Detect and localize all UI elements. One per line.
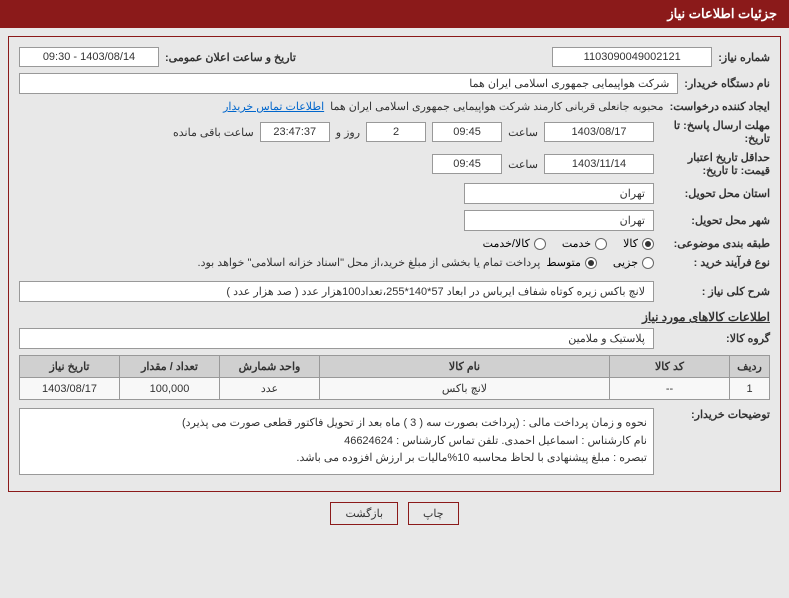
time-label-1: ساعت	[508, 126, 538, 139]
radio-medium[interactable]: متوسط	[546, 256, 597, 269]
th-name: نام کالا	[320, 356, 610, 378]
deadline-label: مهلت ارسال پاسخ: تا تاریخ:	[660, 119, 770, 145]
city-label: شهر محل تحویل:	[660, 214, 770, 227]
panel-header: جزئیات اطلاعات نیاز	[0, 0, 789, 28]
deadline-time: 09:45	[432, 122, 502, 142]
table-row: 1--لانچ باکسعدد100,0001403/08/17	[20, 378, 770, 400]
group-label: گروه کالا:	[660, 332, 770, 345]
table-cell: 100,000	[120, 378, 220, 400]
buyer-value: شرکت هواپیمایی جمهوری اسلامی ایران هما	[19, 73, 678, 94]
validity-time: 09:45	[432, 154, 502, 174]
radio-both-label: کالا/خدمت	[483, 237, 530, 250]
table-cell: 1403/08/17	[20, 378, 120, 400]
announce-value: 1403/08/14 - 09:30	[19, 47, 159, 67]
buyer-notes-line2: نام کارشناس : اسماعیل احمدی. تلفن تماس ک…	[26, 433, 647, 451]
group-value: پلاستیک و ملامین	[19, 328, 654, 349]
th-date: تاریخ نیاز	[20, 356, 120, 378]
province-label: استان محل تحویل:	[660, 187, 770, 200]
category-label: طبقه بندی موضوعی:	[660, 237, 770, 250]
days-remaining: 2	[366, 122, 426, 142]
buyer-label: نام دستگاه خریدار:	[684, 77, 770, 90]
th-unit: واحد شمارش	[220, 356, 320, 378]
announce-label: تاریخ و ساعت اعلان عمومی:	[165, 51, 296, 64]
province-value: تهران	[464, 183, 654, 204]
radio-partial-label: جزیی	[613, 256, 638, 269]
radio-circle-icon	[585, 257, 597, 269]
back-button[interactable]: بازگشت	[330, 502, 398, 525]
radio-goods-label: کالا	[623, 237, 638, 250]
summary-value: لانچ باکس زیره کوتاه شفاف ایرباس در ابعا…	[19, 281, 654, 302]
buyer-notes-label: توضیحات خریدار:	[670, 408, 770, 421]
countdown-time: 23:47:37	[260, 122, 330, 142]
need-no-label: شماره نیاز:	[718, 51, 770, 64]
table-header-row: ردیف کد کالا نام کالا واحد شمارش تعداد /…	[20, 356, 770, 378]
table-cell: عدد	[220, 378, 320, 400]
items-section-title: اطلاعات کالاهای مورد نیاز	[19, 310, 770, 324]
radio-medium-label: متوسط	[546, 256, 581, 269]
th-qty: تعداد / مقدار	[120, 356, 220, 378]
requester-label: ایجاد کننده درخواست:	[670, 100, 770, 113]
process-note: پرداخت تمام یا بخشی از مبلغ خرید،از محل …	[198, 256, 541, 269]
th-row: ردیف	[730, 356, 770, 378]
requester-value: محبوبه جانعلی قربانی کارمند شرکت هواپیما…	[330, 100, 663, 113]
validity-date: 1403/11/14	[544, 154, 654, 174]
radio-circle-icon	[534, 238, 546, 250]
time-label-2: ساعت	[508, 158, 538, 171]
button-row: چاپ بازگشت	[0, 502, 789, 525]
contact-link[interactable]: اطلاعات تماس خریدار	[223, 100, 324, 113]
need-no-value: 1103090049002121	[552, 47, 712, 67]
radio-service-label: خدمت	[562, 237, 591, 250]
items-table: ردیف کد کالا نام کالا واحد شمارش تعداد /…	[19, 355, 770, 400]
table-cell: لانچ باکس	[320, 378, 610, 400]
deadline-date: 1403/08/17	[544, 122, 654, 142]
table-cell: --	[610, 378, 730, 400]
city-value: تهران	[464, 210, 654, 231]
category-radio-group: کالا خدمت کالا/خدمت	[483, 237, 654, 250]
buyer-notes-line1: نحوه و زمان پرداخت مالی : (پرداخت بصورت …	[26, 415, 647, 433]
remain-label: ساعت باقی مانده	[173, 126, 254, 139]
details-panel: شماره نیاز: 1103090049002121 تاریخ و ساع…	[8, 36, 781, 492]
summary-label: شرح کلی نیاز :	[660, 285, 770, 298]
radio-circle-icon	[642, 257, 654, 269]
radio-service[interactable]: خدمت	[562, 237, 607, 250]
days-label: روز و	[336, 126, 360, 139]
radio-both[interactable]: کالا/خدمت	[483, 237, 546, 250]
table-cell: 1	[730, 378, 770, 400]
th-code: کد کالا	[610, 356, 730, 378]
buyer-notes-box: نحوه و زمان پرداخت مالی : (پرداخت بصورت …	[19, 408, 654, 475]
radio-partial[interactable]: جزیی	[613, 256, 654, 269]
process-radio-group: جزیی متوسط	[546, 256, 654, 269]
radio-circle-icon	[595, 238, 607, 250]
print-button[interactable]: چاپ	[408, 502, 459, 525]
radio-goods[interactable]: کالا	[623, 237, 654, 250]
validity-label: حداقل تاریخ اعتبار قیمت: تا تاریخ:	[660, 151, 770, 177]
radio-circle-icon	[642, 238, 654, 250]
process-label: نوع فرآیند خرید :	[660, 256, 770, 269]
buyer-notes-line3: تبصره : مبلغ پیشنهادی با لحاظ محاسبه 10%…	[26, 450, 647, 468]
